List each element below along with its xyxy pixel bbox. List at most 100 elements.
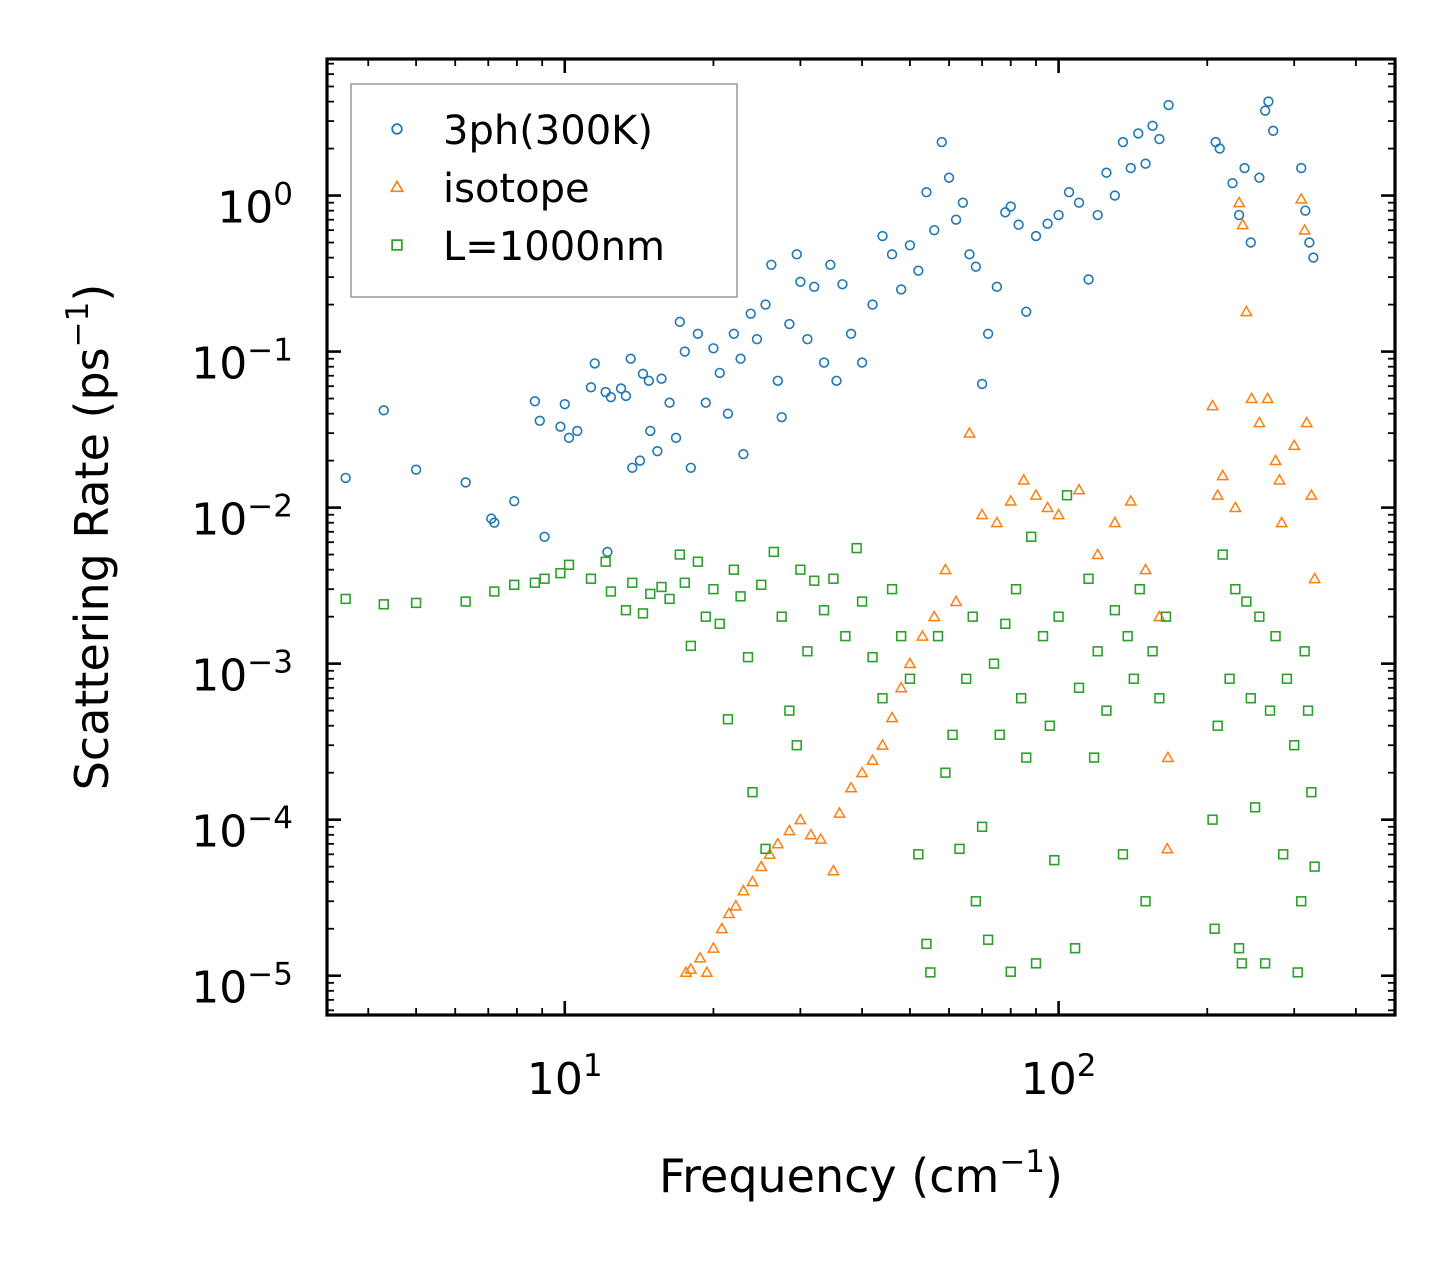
data-point — [1289, 740, 1300, 751]
data-point — [818, 605, 830, 616]
data-point — [735, 353, 746, 364]
y-tick-label: 10−4 — [191, 801, 293, 858]
data-point — [1005, 201, 1016, 212]
legend-item: L=1000nm — [391, 224, 665, 270]
data-point — [1270, 630, 1281, 642]
y-tick-label: 10−3 — [191, 645, 293, 702]
data-point — [795, 276, 806, 288]
data-point — [982, 328, 994, 339]
data-point — [1005, 966, 1016, 977]
data-point — [509, 579, 520, 591]
data-point — [991, 281, 1003, 293]
data-point — [1017, 473, 1031, 485]
data-point — [915, 629, 929, 641]
data-point — [921, 938, 932, 950]
data-point — [947, 729, 958, 740]
data-point — [1278, 849, 1289, 860]
data-point — [627, 462, 638, 473]
data-point — [539, 531, 550, 542]
data-point — [620, 390, 632, 402]
data-point — [818, 357, 830, 368]
data-point — [1133, 128, 1144, 139]
data-point — [784, 318, 795, 330]
data-point — [1227, 177, 1238, 189]
data-point — [1230, 583, 1241, 595]
data-point — [637, 368, 649, 380]
data-point — [738, 448, 749, 460]
data-point — [903, 656, 917, 669]
data-point — [877, 693, 888, 704]
data-point — [529, 577, 541, 588]
data-point — [1252, 416, 1266, 428]
data-point — [685, 462, 697, 473]
data-point — [1092, 209, 1103, 221]
data-point — [814, 832, 828, 844]
data-point — [700, 965, 714, 978]
data-point — [772, 375, 783, 386]
tick-layer — [327, 59, 1395, 1015]
data-point — [1241, 596, 1252, 607]
data-point — [975, 508, 989, 520]
data-point — [866, 753, 880, 765]
data-point — [913, 265, 924, 276]
legend-marker — [389, 179, 405, 193]
data-point — [700, 397, 711, 408]
data-point — [1004, 494, 1018, 506]
data-point — [700, 611, 711, 622]
data-point — [1245, 237, 1256, 248]
data-point — [949, 594, 963, 607]
data-point — [563, 559, 575, 570]
data-point — [760, 843, 771, 855]
data-point — [1233, 209, 1245, 221]
data-point — [844, 781, 858, 793]
data-point — [489, 517, 500, 528]
data-point — [837, 279, 848, 290]
data-point — [1139, 562, 1153, 575]
data-point — [904, 673, 916, 684]
data-point — [1298, 223, 1312, 235]
data-point — [791, 740, 802, 751]
data-point — [1228, 500, 1242, 513]
data-point — [1272, 473, 1286, 485]
data-point — [722, 906, 736, 919]
data-point — [572, 425, 583, 437]
data-point — [938, 562, 952, 575]
data-point — [802, 334, 813, 345]
data-point — [1207, 814, 1218, 825]
data-point — [1206, 398, 1220, 411]
data-point — [994, 729, 1005, 740]
data-point — [825, 259, 836, 270]
data-point — [1212, 720, 1223, 731]
data-point — [1140, 896, 1151, 907]
data-point — [1309, 861, 1320, 872]
legend-items: 3ph(300K) isotope L=1000nm — [389, 108, 665, 270]
data-point — [970, 896, 982, 907]
data-point — [1300, 416, 1314, 428]
data-point — [1236, 958, 1248, 969]
data-point — [1128, 673, 1139, 684]
data-point — [1275, 516, 1289, 528]
data-point — [1160, 611, 1172, 622]
data-point — [1300, 205, 1311, 216]
data-point — [760, 299, 771, 310]
data-point — [970, 261, 982, 272]
data-point — [921, 187, 932, 198]
data-point — [1233, 943, 1245, 954]
data-point — [1083, 573, 1094, 584]
data-point — [943, 172, 955, 183]
data-point — [1224, 673, 1235, 684]
data-point — [766, 259, 777, 270]
data-point — [555, 421, 566, 432]
data-point — [967, 611, 978, 622]
data-point — [1091, 547, 1105, 560]
data-point — [895, 630, 907, 642]
data-point — [1217, 549, 1228, 560]
data-point — [1049, 854, 1060, 866]
data-point — [679, 577, 690, 588]
data-point — [729, 899, 743, 911]
data-point — [692, 556, 704, 567]
data-point — [1044, 720, 1056, 731]
data-point — [1264, 705, 1276, 716]
data-point — [1108, 516, 1122, 528]
data-point — [976, 378, 988, 390]
